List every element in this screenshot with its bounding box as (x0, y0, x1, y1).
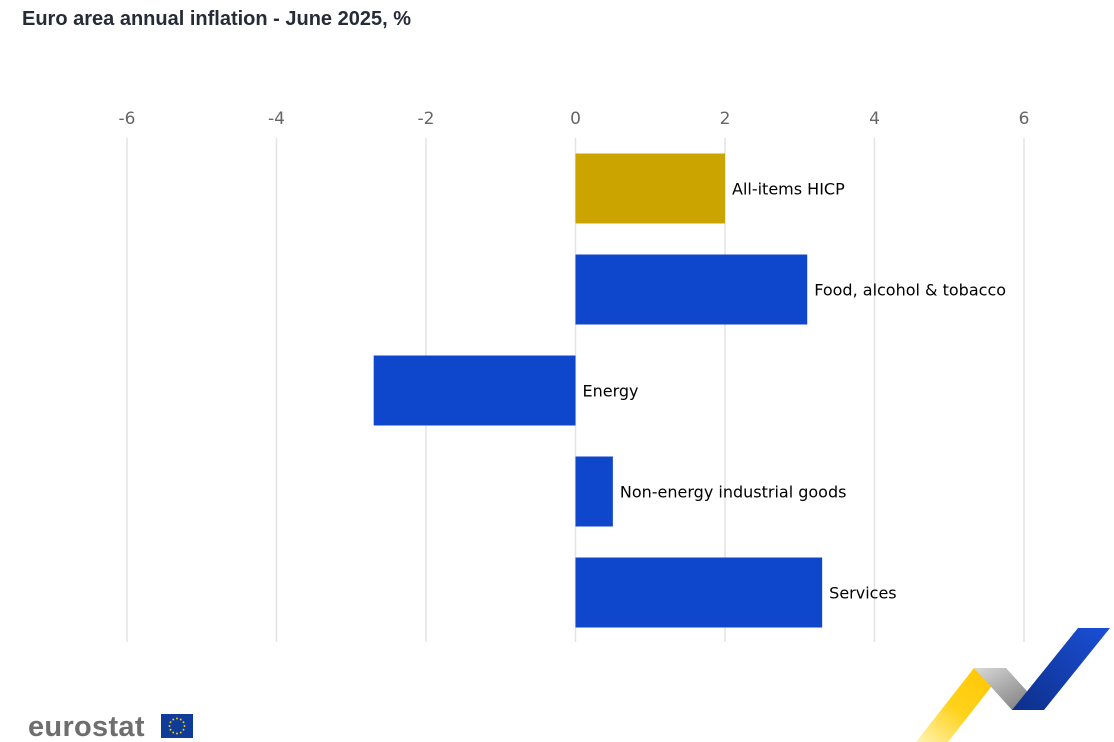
eu-star-icon (169, 728, 172, 731)
eu-star-icon (169, 721, 172, 724)
eu-star-icon (182, 721, 185, 724)
eu-star-icon (176, 732, 178, 735)
x-tick-label: 2 (720, 109, 731, 129)
x-tick-label: 4 (869, 109, 880, 129)
eu-star-icon (179, 718, 182, 721)
bar-label: Energy (583, 382, 639, 401)
eu-star-icon (172, 731, 175, 734)
bar-label: All-items HICP (732, 180, 845, 199)
eu-star-icon (176, 717, 178, 720)
bar-all-items-hicp (575, 153, 725, 224)
bar-label: Services (829, 584, 896, 603)
x-tick-label: -6 (119, 109, 136, 129)
eu-star-icon (179, 731, 182, 734)
eu-flag-icon (161, 714, 193, 738)
bar-food-alcohol-tobacco (575, 254, 808, 325)
x-tick-label: 0 (570, 109, 581, 129)
bar-energy (373, 355, 576, 426)
bar-non-energy-industrial-goods (575, 456, 613, 527)
bar-services (575, 557, 823, 628)
x-tick-label: -4 (268, 109, 285, 129)
chart-title: Euro area annual inflation - June 2025, … (22, 8, 411, 30)
eu-star-icon (183, 725, 186, 727)
bar-chart: -6 -4 -2 0 2 4 6 All-items HICP Food, alcohol & … (119, 109, 1030, 642)
eurostat-logo: eurostat (28, 711, 145, 742)
ribbon-decoration-icon (916, 628, 1110, 742)
eu-star-icon (172, 718, 175, 721)
eu-star-icon (182, 728, 185, 731)
x-tick-label: 6 (1019, 109, 1030, 129)
bar-label: Non-energy industrial goods (620, 483, 847, 502)
eu-star-icon (168, 725, 171, 727)
bar-label: Food, alcohol & tobacco (814, 281, 1006, 300)
x-tick-label: -2 (418, 109, 435, 129)
